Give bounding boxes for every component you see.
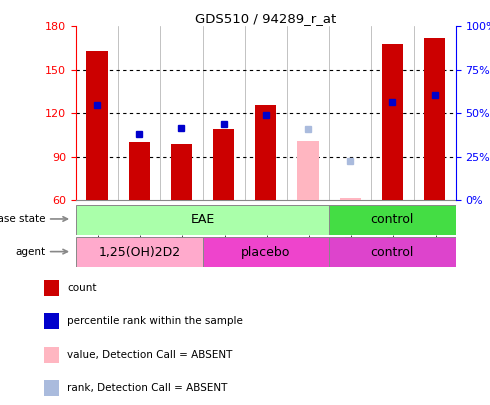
Text: count: count — [67, 283, 97, 293]
Text: rank, Detection Call = ABSENT: rank, Detection Call = ABSENT — [67, 383, 227, 393]
Bar — [255, 104, 276, 200]
Bar — [382, 44, 403, 200]
Bar — [297, 141, 318, 200]
Text: 1,25(OH)2D2: 1,25(OH)2D2 — [98, 245, 180, 259]
Bar — [329, 205, 456, 235]
Text: value, Detection Call = ABSENT: value, Detection Call = ABSENT — [67, 350, 233, 360]
Text: control: control — [371, 245, 414, 259]
Bar — [44, 347, 59, 363]
Bar — [171, 144, 192, 200]
Bar — [213, 129, 234, 200]
Text: percentile rank within the sample: percentile rank within the sample — [67, 316, 243, 326]
Bar — [202, 237, 329, 267]
Title: GDS510 / 94289_r_at: GDS510 / 94289_r_at — [195, 12, 337, 25]
Text: EAE: EAE — [191, 213, 215, 226]
Bar — [76, 237, 202, 267]
Bar — [129, 143, 150, 200]
Bar — [424, 38, 445, 200]
Bar — [329, 237, 456, 267]
Bar — [340, 198, 361, 200]
Bar — [76, 205, 329, 235]
Bar — [87, 51, 108, 200]
Bar — [44, 313, 59, 330]
Text: disease state: disease state — [0, 214, 46, 224]
Text: placebo: placebo — [241, 245, 291, 259]
Bar — [44, 280, 59, 296]
Text: agent: agent — [16, 247, 46, 257]
Text: control: control — [371, 213, 414, 226]
Bar — [44, 380, 59, 396]
